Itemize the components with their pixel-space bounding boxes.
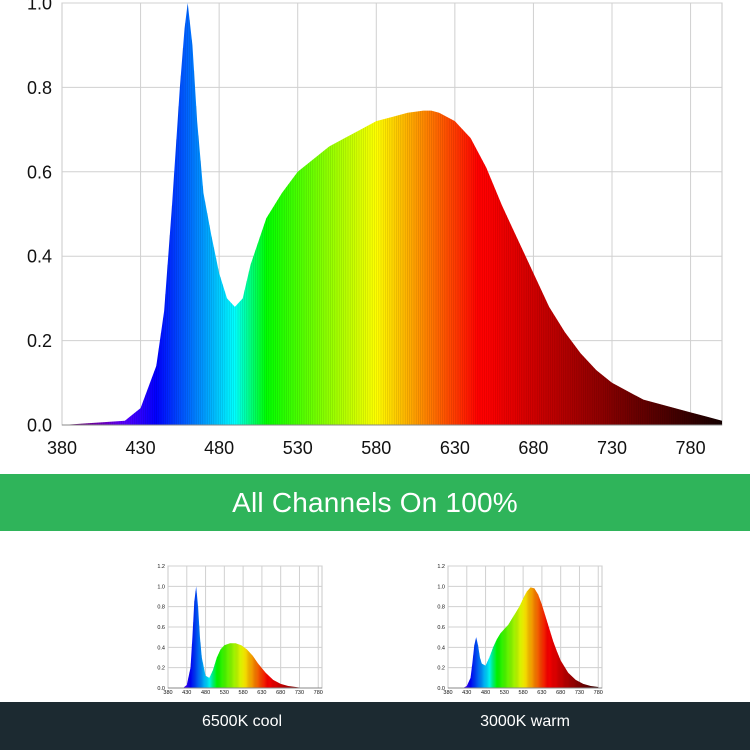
warm-y-tick-label: 0.2 xyxy=(437,666,445,672)
warm-caption: 3000K warm xyxy=(480,713,570,730)
main-x-tick-label: 630 xyxy=(440,438,470,458)
main-y-tick-label: 0.4 xyxy=(27,247,52,267)
warm-x-tick-label: 380 xyxy=(443,690,452,696)
main-x-tick-label: 730 xyxy=(597,438,627,458)
cool-x-tick-label: 680 xyxy=(276,690,285,696)
main-y-tick-label: 0.0 xyxy=(27,415,52,435)
cool-x-tick-label: 530 xyxy=(220,690,229,696)
main-x-tick-label: 680 xyxy=(518,438,548,458)
cool-spectrum-thumbnail: 380 430 480 530 580 630 680 730 780 0.0 0.2 0.4 0.6 0… xyxy=(157,564,323,696)
cool-x-tick-label: 630 xyxy=(257,690,266,696)
cool-x-tick-label: 730 xyxy=(295,690,304,696)
warm-spectrum-thumbnail: 380 430 480 530 580 630 680 730 780 0.0 0.2 0.4 0.6 0… xyxy=(437,564,603,696)
cool-spectrum-area xyxy=(168,586,319,688)
cool-y-tick-label: 0.4 xyxy=(157,645,165,651)
main-x-tick-label: 530 xyxy=(283,438,313,458)
warm-y-tick-label: 0.4 xyxy=(437,645,445,651)
cool-x-tick-label: 380 xyxy=(163,690,172,696)
cool-x-tick-label: 780 xyxy=(314,690,323,696)
main-x-tick-label: 580 xyxy=(361,438,391,458)
cool-y-tick-label: 1.0 xyxy=(157,584,165,590)
warm-spectrum-area xyxy=(448,587,599,688)
main-x-tick-label: 480 xyxy=(204,438,234,458)
cool-y-tick-label: 0.0 xyxy=(157,686,165,692)
caption-bar: 6500K cool 3000K warm xyxy=(0,702,750,750)
cool-x-tick-label: 480 xyxy=(201,690,210,696)
warm-x-tick-label: 780 xyxy=(594,690,603,696)
cool-caption: 6500K cool xyxy=(201,713,283,730)
main-y-tick-label: 1.0 xyxy=(27,0,52,13)
main-y-tick-label: 0.8 xyxy=(27,78,52,98)
warm-x-tick-label: 580 xyxy=(519,690,528,696)
warm-y-tick-label: 0.6 xyxy=(437,625,445,631)
cool-y-tick-label: 1.2 xyxy=(157,564,165,570)
warm-y-tick-label: 1.0 xyxy=(437,584,445,590)
warm-x-tick-label: 630 xyxy=(537,690,546,696)
cool-y-tick-label: 0.6 xyxy=(157,625,165,631)
banner-title: All Channels On 100% xyxy=(232,486,518,518)
spectrum-chart: 380 430 480 530 580 630 680 730 780 0.0 0.2 0.4 0.6 0… xyxy=(27,0,723,458)
main-y-tick-label: 0.6 xyxy=(27,162,52,182)
warm-x-tick-label: 680 xyxy=(556,690,565,696)
main-x-tick-label: 780 xyxy=(676,438,706,458)
warm-y-tick-label: 0.0 xyxy=(437,686,445,692)
main-spectrum-area xyxy=(62,3,722,425)
cool-y-tick-label: 0.2 xyxy=(157,666,165,672)
cool-y-tick-label: 0.8 xyxy=(157,605,165,611)
main-x-tick-label: 380 xyxy=(47,438,77,458)
warm-y-tick-label: 0.8 xyxy=(437,605,445,611)
main-x-tick-label: 430 xyxy=(126,438,156,458)
warm-x-tick-label: 480 xyxy=(481,690,490,696)
title-banner: All Channels On 100% xyxy=(0,474,750,531)
cool-x-tick-label: 580 xyxy=(239,690,248,696)
warm-x-tick-label: 530 xyxy=(500,690,509,696)
main-y-tick-label: 0.2 xyxy=(27,331,52,351)
cool-x-tick-label: 430 xyxy=(182,690,191,696)
warm-x-tick-label: 430 xyxy=(462,690,471,696)
warm-x-tick-label: 730 xyxy=(575,690,584,696)
warm-y-tick-label: 1.2 xyxy=(437,564,445,570)
